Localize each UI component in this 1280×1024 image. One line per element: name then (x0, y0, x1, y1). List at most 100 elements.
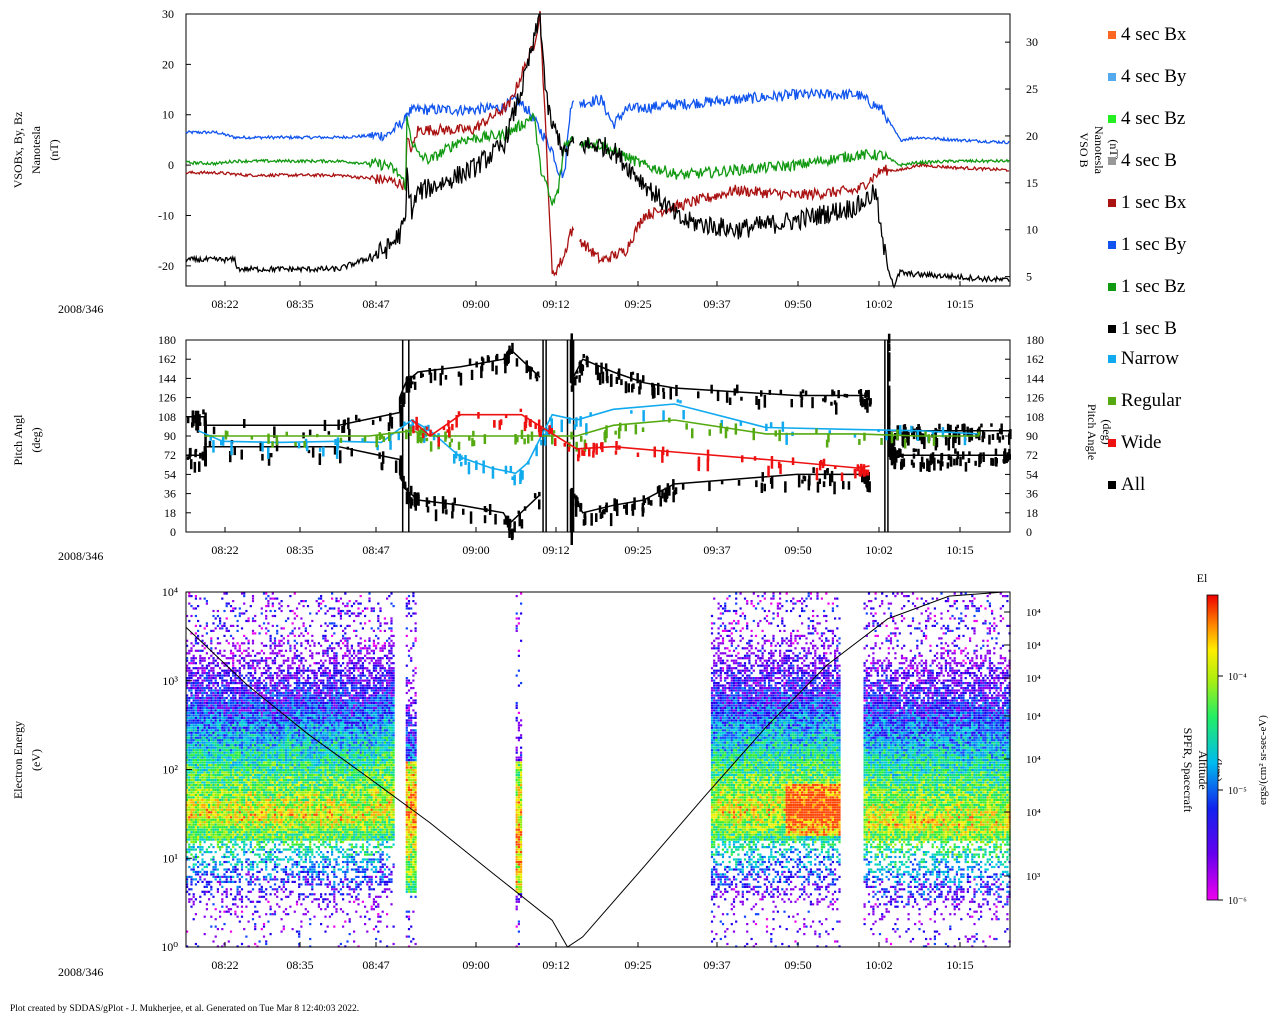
spectro-cell (250, 881, 252, 883)
spectro-cell (210, 844, 212, 846)
spectro-cell (239, 799, 241, 801)
spectro-cell (199, 844, 201, 846)
spectro-cell (226, 727, 228, 729)
spectro-cell (254, 712, 256, 714)
spectro-cell (254, 704, 256, 706)
spectro-cell (210, 722, 212, 724)
spectro-cell (237, 779, 239, 781)
spectro-cell (208, 689, 210, 691)
spectro-cell (201, 849, 203, 851)
spectro-cell (210, 694, 212, 696)
spectro-cell (208, 727, 210, 729)
spectro-cell (248, 672, 250, 674)
spectro-cell (243, 714, 245, 716)
spectro-cell (234, 898, 236, 900)
pitch-bin-all (1005, 456, 1008, 463)
pitch-bin-all (309, 430, 312, 436)
spectro-cell (210, 858, 212, 860)
spectro-cell (190, 670, 192, 672)
spectro-cell (212, 829, 214, 831)
spectro-cell (230, 714, 232, 716)
spectro-cell (234, 829, 236, 831)
pitch-bin-all (194, 462, 197, 473)
spectro-cell (219, 627, 221, 629)
spectro-cell (206, 707, 208, 709)
spectro-cell (245, 650, 247, 652)
spectro-cell (252, 595, 254, 597)
spectro-cell (188, 831, 190, 833)
spectro-cell (232, 697, 234, 699)
spectro-cell (217, 739, 219, 741)
spectro-cell (226, 849, 228, 851)
spectro-cell (193, 826, 195, 828)
spectro-cell (223, 650, 225, 652)
mag-xtick-label: 08:35 (286, 297, 313, 311)
spectro-cell (241, 744, 243, 746)
spectro-cell (232, 804, 234, 806)
spectro-cell (195, 898, 197, 900)
pitch-bin-all (489, 504, 492, 515)
spectro-cell (234, 849, 236, 851)
spectro-cell (237, 893, 239, 895)
spectro-cell (241, 806, 243, 808)
spectro-cell (219, 704, 221, 706)
spectro-cell (239, 814, 241, 816)
spectro-cell (219, 712, 221, 714)
pitch-bin-all (599, 505, 602, 512)
mag-ytick-label: 0 (168, 158, 174, 172)
spectro-cell (252, 617, 254, 619)
spectro-cell (212, 806, 214, 808)
spectro-cell (241, 776, 243, 778)
spectro-cell (254, 687, 256, 689)
spectro-cell (248, 839, 250, 841)
spectro-cell (237, 839, 239, 841)
spectro-cell (197, 650, 199, 652)
spectro-cell (252, 868, 254, 870)
spectro-cell (252, 732, 254, 734)
spectro-cell (204, 933, 206, 935)
spectro-cell (239, 670, 241, 672)
spectro-cell (217, 826, 219, 828)
spectro-cell (230, 839, 232, 841)
spectro-cell (226, 657, 228, 659)
spectro-cell (190, 709, 192, 711)
spectro-cell (195, 873, 197, 875)
spectro-cell (215, 742, 217, 744)
spectro-cell (206, 757, 208, 759)
mag-y2tick-label: 30 (1026, 35, 1038, 49)
pitch-bin-all (521, 519, 524, 528)
spectro-cell (208, 742, 210, 744)
pitch-bin-all (791, 399, 794, 407)
spectro-cell (230, 742, 232, 744)
pitch-bin-all (434, 369, 437, 381)
spectro-cell (206, 826, 208, 828)
spectro-cell (256, 876, 258, 878)
spectro-cell (201, 717, 203, 719)
pitch-bin-all (414, 382, 417, 390)
pitch-bin-wide (816, 468, 819, 481)
spectro-cell (234, 814, 236, 816)
spectro-cell (234, 754, 236, 756)
pitch-bin-regular (735, 423, 738, 434)
pitch-bin-all (571, 354, 574, 364)
spectro-cell (212, 831, 214, 833)
spectro-cell (190, 876, 192, 878)
spectro-cell (230, 677, 232, 679)
spectro-cell (208, 744, 210, 746)
spectro-cell (215, 737, 217, 739)
spectro-cell (223, 757, 225, 759)
spectro-cell (215, 863, 217, 865)
pitch-bin-all (571, 532, 574, 545)
spectro-cell (193, 655, 195, 657)
spectro-cell (215, 759, 217, 761)
spectro-cell (199, 811, 201, 813)
pitch-bin-all (770, 478, 773, 484)
spectro-cell (219, 876, 221, 878)
spectro-cell (248, 796, 250, 798)
spectro-cell (232, 645, 234, 647)
spectro-cell (252, 759, 254, 761)
spectro-cell (199, 826, 201, 828)
spectro-cell (250, 757, 252, 759)
spectro-cell (232, 752, 234, 754)
spectro-cell (210, 779, 212, 781)
